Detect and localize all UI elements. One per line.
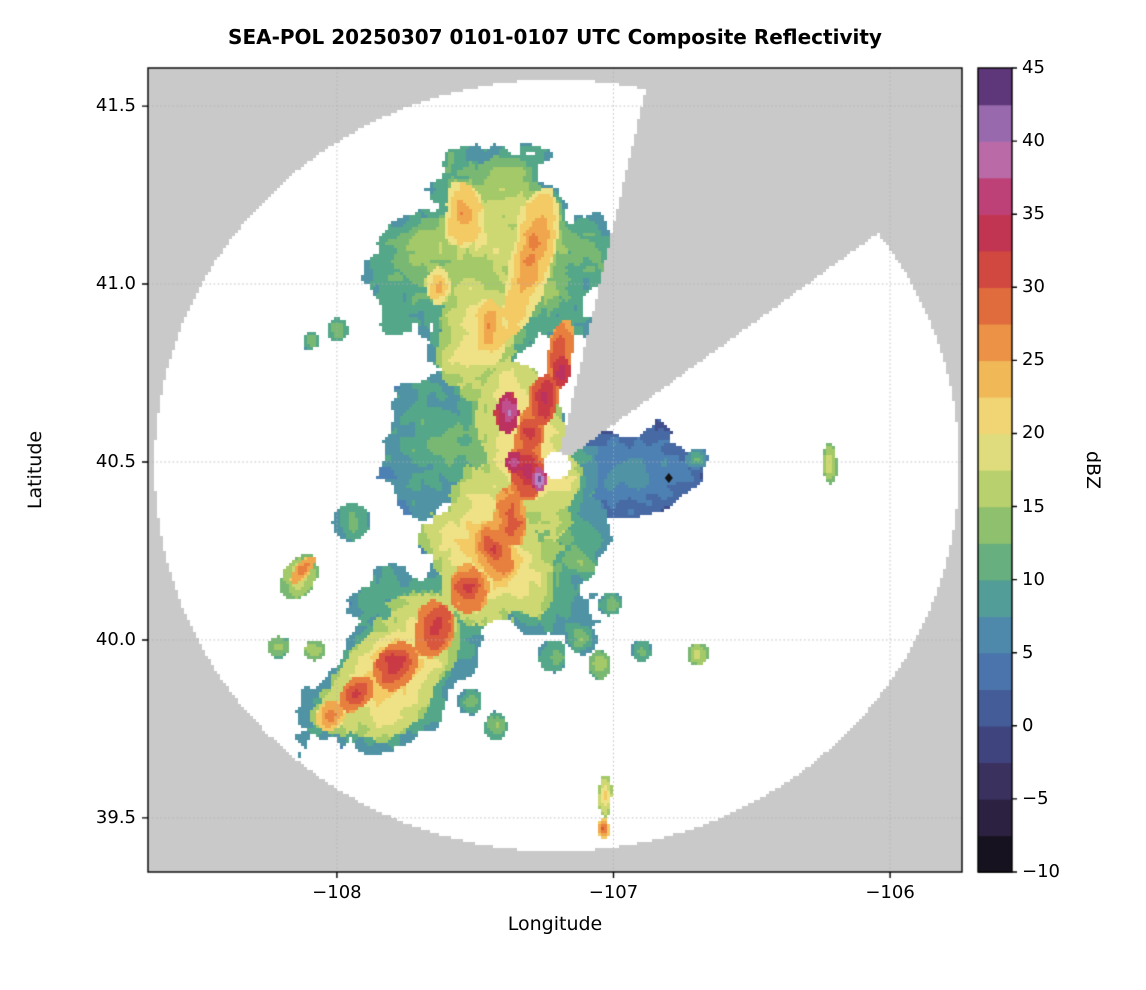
colorbar-tick-label: 5 — [1022, 641, 1034, 663]
colorbar-tick-label: 15 — [1022, 495, 1045, 517]
x-axis-label: Longitude — [507, 913, 603, 935]
y-tick-label: 41.5 — [95, 95, 136, 117]
colorbar-tick-label: 35 — [1022, 203, 1045, 225]
plot-title: SEA-POL 20250307 0101-0107 UTC Composite… — [228, 25, 882, 49]
colorbar-tick-label: 40 — [1022, 130, 1045, 152]
colorbar-tick-label: 30 — [1022, 276, 1045, 298]
y-tick-label: 40.5 — [95, 450, 136, 472]
colorbar-tick-label: 45 — [1022, 57, 1045, 78]
x-tick-label: −107 — [588, 882, 639, 903]
colorbar-tick-label: 10 — [1022, 568, 1045, 590]
y-axis-label: Latitude — [24, 430, 47, 510]
colorbar-tick-label: 20 — [1022, 422, 1045, 444]
colorbar-tick-label: 25 — [1022, 349, 1045, 371]
y-tick-label: 39.5 — [95, 806, 136, 828]
colorbar-label: dBZ — [1081, 450, 1104, 490]
y-tick-label: 41.0 — [95, 273, 136, 295]
colorbar-tick-label: −10 — [1022, 861, 1060, 882]
x-tick-label: −108 — [312, 882, 362, 903]
x-tick-label: −106 — [865, 882, 915, 903]
colorbar-tick-label: −5 — [1022, 787, 1049, 809]
y-tick-label: 40.0 — [95, 628, 136, 650]
colorbar-tick-label: 0 — [1022, 714, 1034, 736]
